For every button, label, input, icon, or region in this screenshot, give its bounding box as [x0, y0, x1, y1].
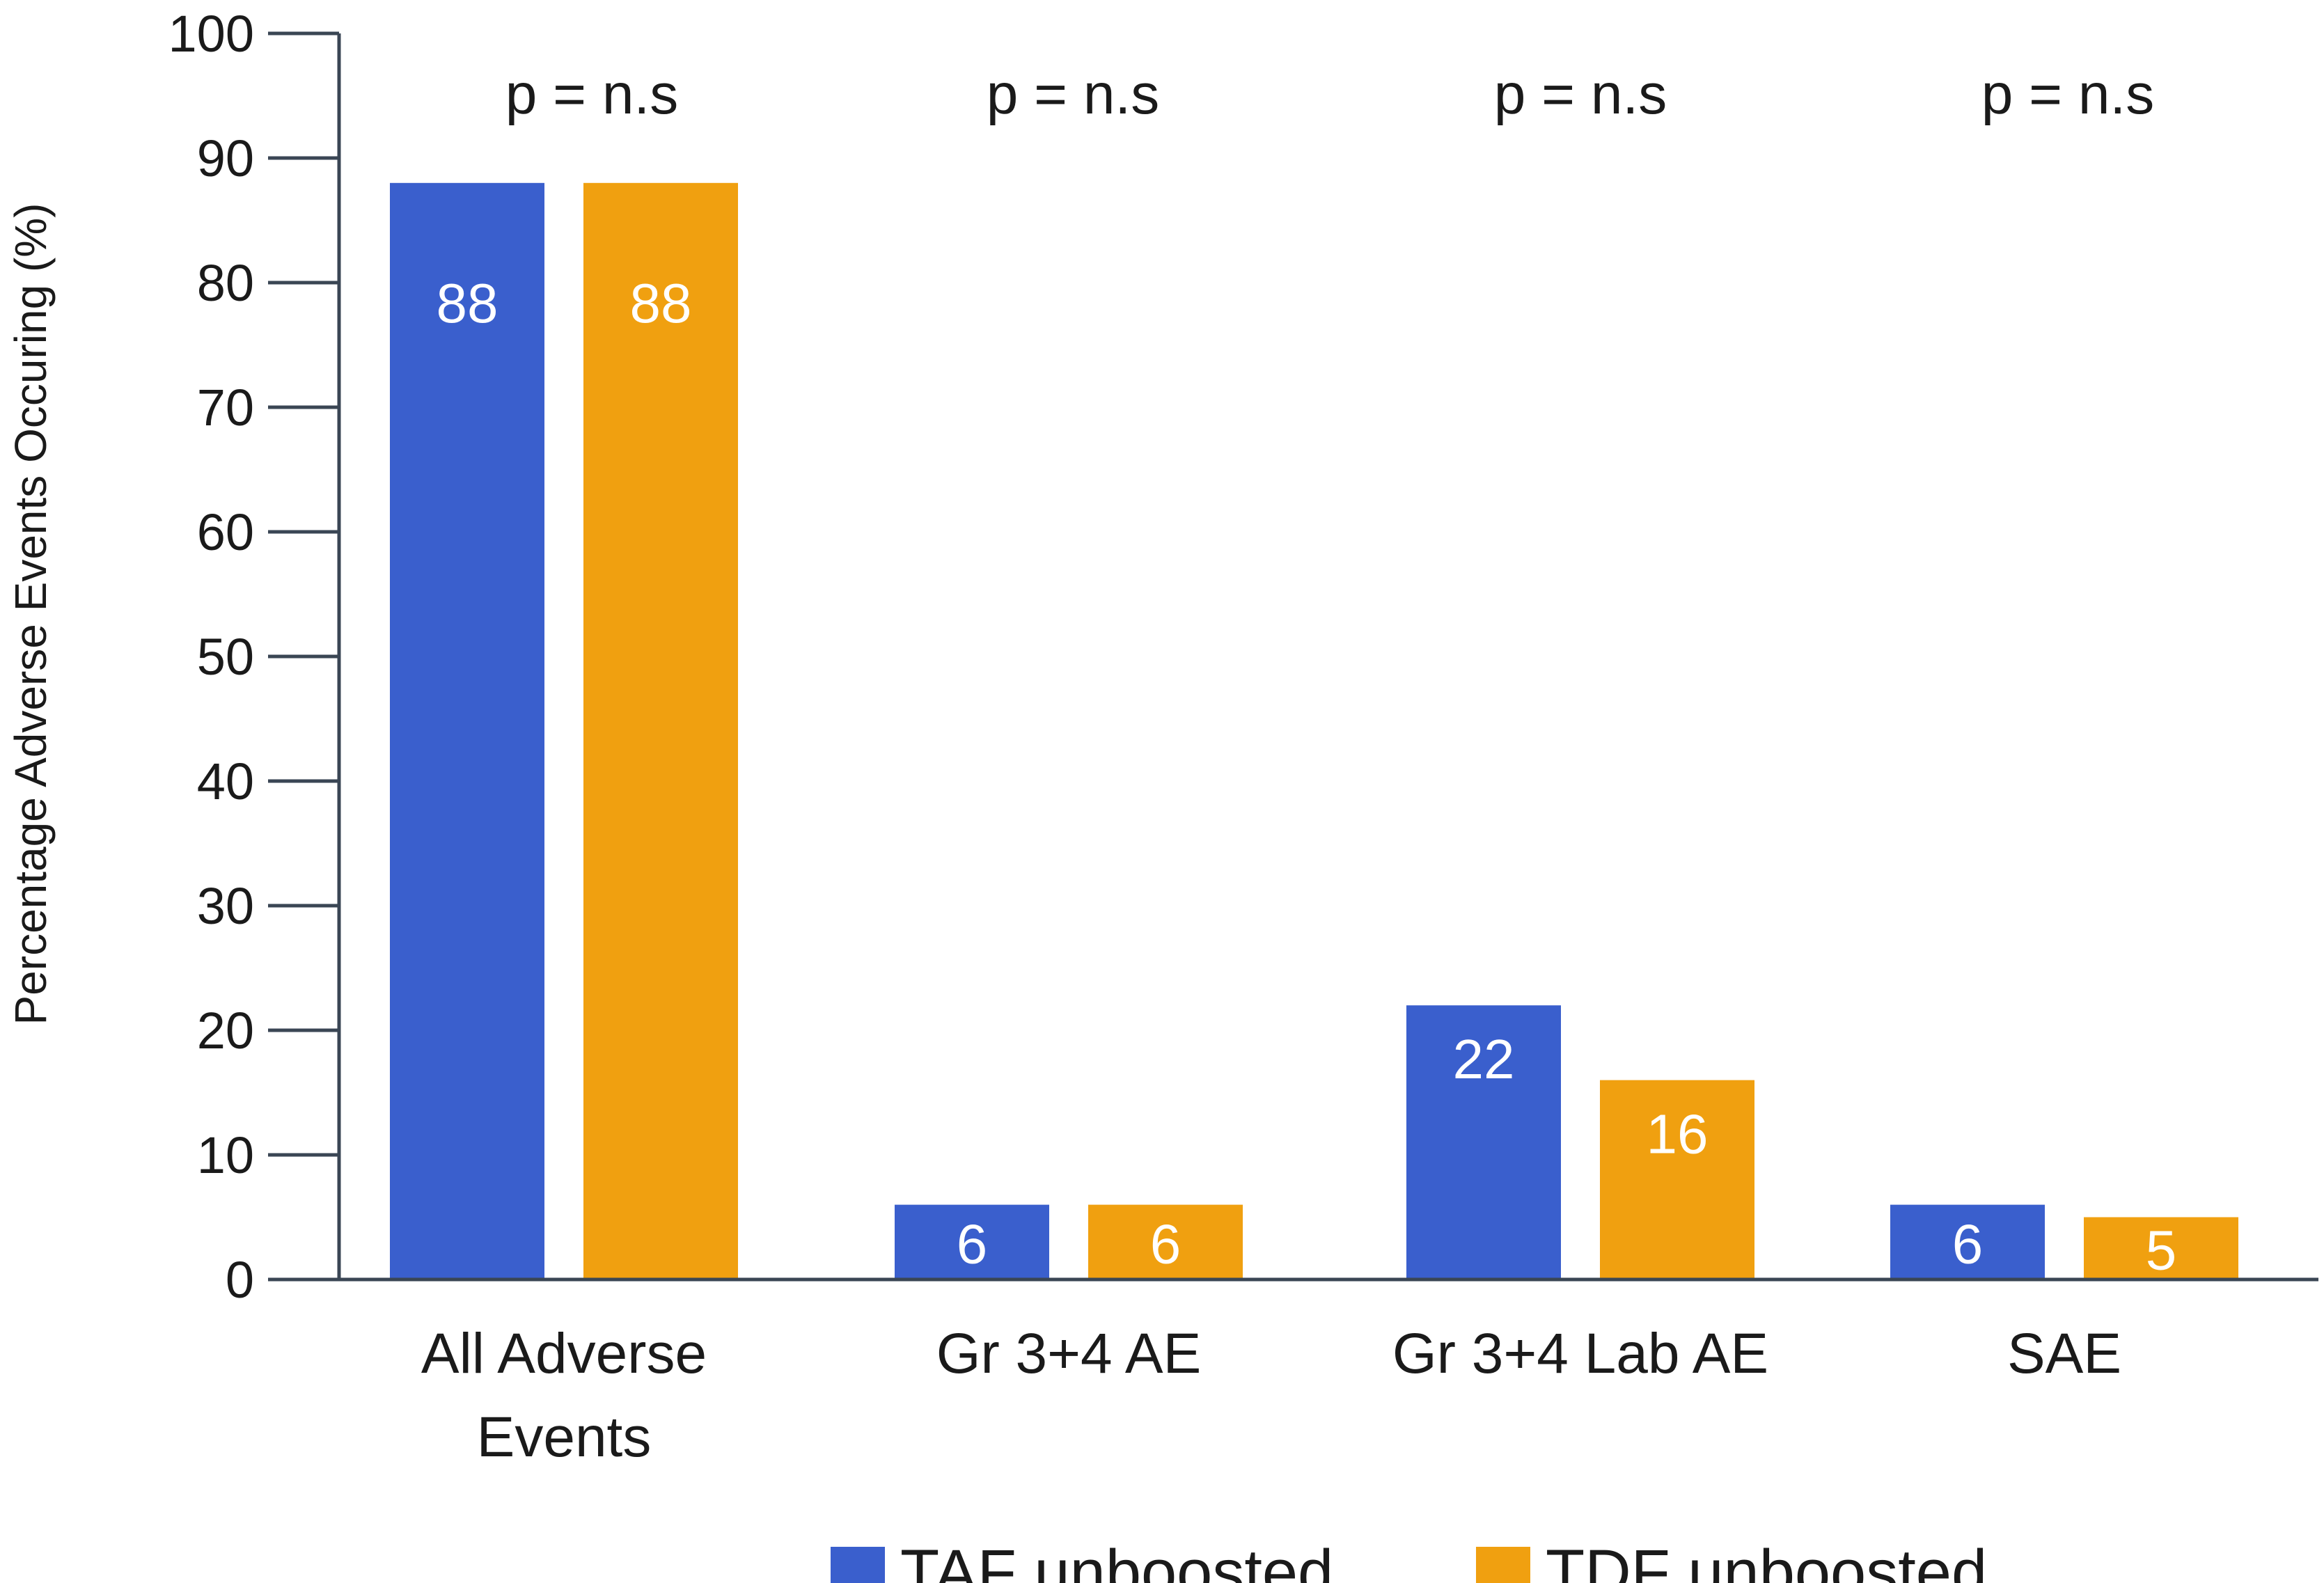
legend-label: TDF unboosted [1546, 1537, 1987, 1583]
legend: TAF unboosted TDF unboosted [831, 1537, 1987, 1583]
bar-value-label: 6 [1150, 1213, 1181, 1275]
y-tick-label: 20 [197, 1002, 254, 1060]
y-tick-label: 80 [197, 254, 254, 312]
bar-tdf [1600, 1080, 1754, 1279]
legend-label: TAF unboosted [900, 1537, 1333, 1583]
p-value-annotation: p = n.s [1981, 63, 2154, 126]
x-axis: All Adverse Events Gr 3+4 AE Gr 3+4 Lab AE S… [339, 1277, 2318, 1469]
bar-value-labels: 88 6 22 6 88 6 16 5 [437, 272, 2177, 1281]
category-label: Gr 3+4 Lab AE [1392, 1322, 1768, 1385]
y-axis-label: Percentage Adverse Events Occuring (%) [6, 203, 56, 1025]
bar-value-label: 6 [1952, 1213, 1984, 1275]
p-value-annotation: p = n.s [505, 63, 678, 126]
bar-taf [1406, 1005, 1561, 1279]
category-label: Events [477, 1405, 652, 1469]
bar-value-label: 88 [437, 272, 498, 334]
y-tick-label: 0 [226, 1251, 254, 1309]
bar-taf [895, 1204, 1049, 1279]
bar-value-label: 6 [957, 1213, 988, 1275]
bar-taf [390, 182, 544, 1279]
legend-swatch [831, 1547, 885, 1583]
y-tick-label: 40 [197, 753, 254, 810]
bar-value-label: 88 [630, 272, 692, 334]
category-label: Gr 3+4 AE [936, 1322, 1202, 1385]
bar-value-label: 5 [2146, 1219, 2177, 1281]
category-label: SAE [2007, 1322, 2121, 1385]
bar-value-label: 16 [1647, 1103, 1709, 1165]
bar-taf [1890, 1204, 2045, 1279]
p-value-annotations: p = n.s p = n.s p = n.s p = n.s [505, 63, 2154, 126]
p-value-annotation: p = n.s [987, 63, 1159, 126]
y-axis: 0 10 20 30 40 50 60 70 80 90 100 [168, 5, 341, 1309]
y-tick-label: 90 [197, 129, 254, 187]
y-tick-label: 70 [197, 379, 254, 436]
p-value-annotation: p = n.s [1494, 63, 1667, 126]
bar-tdf [2084, 1217, 2238, 1279]
bar-tdf [583, 182, 738, 1279]
category-label: All Adverse [421, 1322, 707, 1385]
bar-tdf [1088, 1204, 1243, 1279]
y-tick-label: 50 [197, 628, 254, 686]
legend-item-taf: TAF unboosted [831, 1537, 1333, 1583]
legend-swatch [1476, 1547, 1530, 1583]
y-tick-label: 30 [197, 877, 254, 935]
y-tick-label: 60 [197, 503, 254, 561]
y-tick-label: 10 [197, 1126, 254, 1184]
bars [390, 182, 2238, 1279]
bar-value-label: 22 [1453, 1028, 1515, 1090]
legend-item-tdf: TDF unboosted [1476, 1537, 1987, 1583]
y-tick-label: 100 [168, 5, 254, 63]
